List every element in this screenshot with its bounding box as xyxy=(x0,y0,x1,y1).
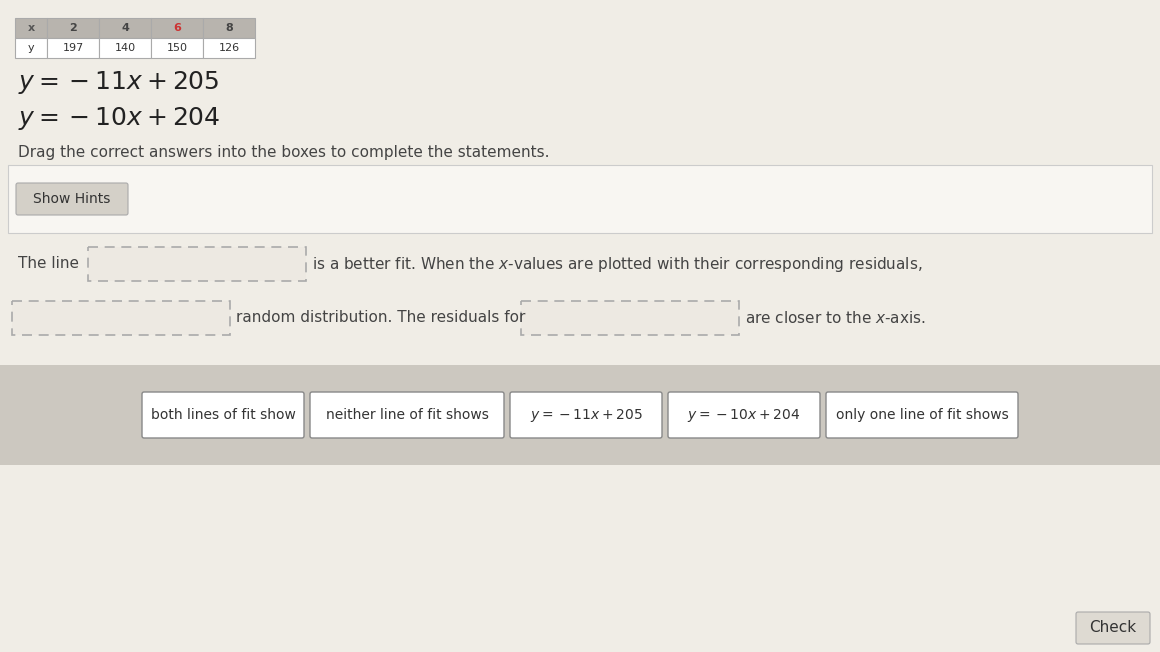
Text: $y = -11x + 205$: $y = -11x + 205$ xyxy=(530,406,643,424)
FancyBboxPatch shape xyxy=(142,392,304,438)
Text: x: x xyxy=(28,23,35,33)
FancyBboxPatch shape xyxy=(668,392,820,438)
Bar xyxy=(151,18,203,38)
Bar xyxy=(48,18,99,38)
Bar xyxy=(203,18,255,38)
Text: y: y xyxy=(28,43,35,53)
Text: 6: 6 xyxy=(173,23,181,33)
Text: $y = -10x + 204$: $y = -10x + 204$ xyxy=(19,104,220,132)
Text: $y = -10x + 204$: $y = -10x + 204$ xyxy=(688,406,800,424)
Bar xyxy=(8,165,1152,233)
Text: both lines of fit show: both lines of fit show xyxy=(151,408,296,422)
Text: $y = -11x + 205$: $y = -11x + 205$ xyxy=(19,68,219,95)
FancyBboxPatch shape xyxy=(16,183,128,215)
Text: 140: 140 xyxy=(115,43,136,53)
Text: random distribution. The residuals for: random distribution. The residuals for xyxy=(235,310,525,325)
Bar xyxy=(203,38,255,58)
Text: 4: 4 xyxy=(121,23,129,33)
Bar xyxy=(521,301,739,335)
Bar xyxy=(99,18,151,38)
FancyBboxPatch shape xyxy=(1076,612,1150,644)
Text: Check: Check xyxy=(1089,621,1137,636)
Bar xyxy=(48,38,99,58)
Bar xyxy=(0,365,1160,465)
FancyBboxPatch shape xyxy=(510,392,662,438)
FancyBboxPatch shape xyxy=(826,392,1018,438)
FancyBboxPatch shape xyxy=(310,392,503,438)
Bar xyxy=(15,18,48,38)
Bar xyxy=(15,38,48,58)
Text: are closer to the $x$-axis.: are closer to the $x$-axis. xyxy=(745,310,926,326)
Text: Show Hints: Show Hints xyxy=(34,192,110,206)
Text: only one line of fit shows: only one line of fit shows xyxy=(835,408,1008,422)
Text: 197: 197 xyxy=(63,43,84,53)
Text: 8: 8 xyxy=(225,23,233,33)
Bar xyxy=(12,301,230,335)
Text: 126: 126 xyxy=(218,43,240,53)
Bar xyxy=(99,38,151,58)
Text: Drag the correct answers into the boxes to complete the statements.: Drag the correct answers into the boxes … xyxy=(19,145,550,160)
Text: is a better fit. When the $x$-values are plotted with their corresponding residu: is a better fit. When the $x$-values are… xyxy=(312,254,922,273)
Text: 2: 2 xyxy=(70,23,77,33)
Text: 150: 150 xyxy=(167,43,188,53)
Text: neither line of fit shows: neither line of fit shows xyxy=(326,408,488,422)
Bar xyxy=(88,247,306,281)
Text: The line: The line xyxy=(19,256,79,271)
Bar xyxy=(151,38,203,58)
